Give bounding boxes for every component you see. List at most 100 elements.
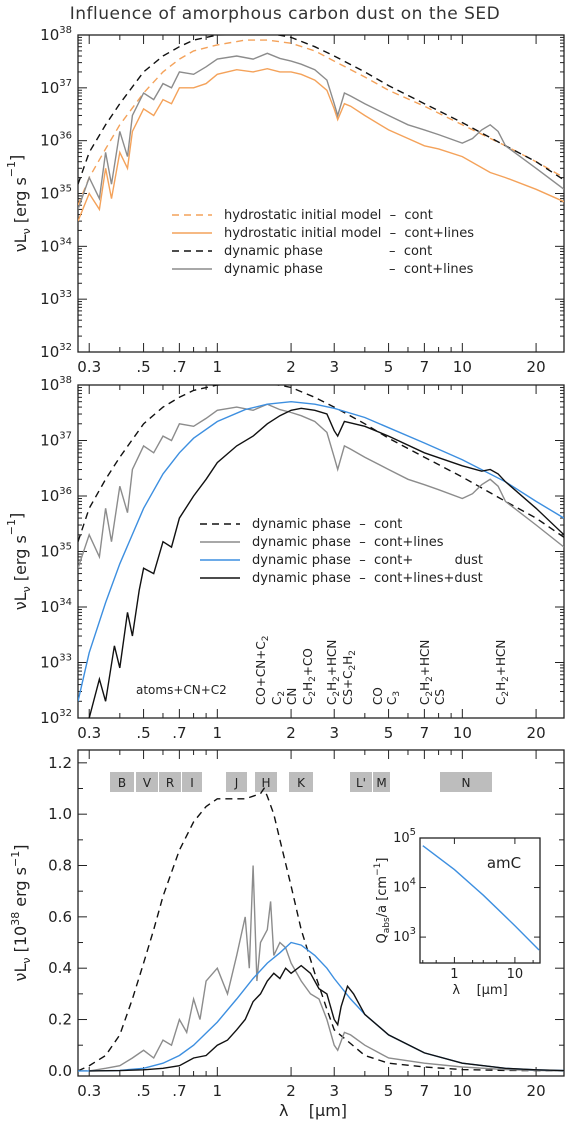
legend-label: dynamic phase – cont+ dust — [252, 553, 483, 568]
y-tick-label: 1034 — [40, 597, 72, 616]
annotation-species-char: + — [254, 650, 268, 660]
annotation-species-text: C2H2+HCN — [494, 640, 511, 705]
inset-y-tick-label-base: 10 — [393, 881, 410, 896]
series-line-0 — [78, 39, 564, 206]
band-box — [373, 772, 390, 792]
x-tick-label: .7 — [172, 358, 186, 376]
annotation-species-char: C — [418, 697, 432, 705]
x-tick-label: 3 — [329, 1082, 339, 1100]
y-tick-label: 1035 — [40, 184, 72, 203]
annotation-species-text: C2 — [270, 691, 287, 705]
annotation-species-char: + — [418, 666, 432, 676]
y-axis-label-part: erg s — [11, 867, 30, 912]
y-tick-label: 1037 — [40, 78, 72, 97]
annotation-species-char: 2 — [261, 636, 271, 642]
series-line-0 — [422, 845, 540, 951]
annotation-species-char: C — [254, 641, 268, 649]
y-tick-label-exp: 37 — [59, 431, 72, 442]
annotation-species-char: C — [385, 697, 399, 705]
y-axis-label-part: [erg s — [11, 177, 30, 228]
annotation-atoms: atoms+CN+C2 — [136, 683, 227, 697]
y-tick-label-exp: 32 — [59, 342, 72, 353]
annotation-species-char: C — [418, 649, 432, 657]
x-tick-label: .7 — [172, 724, 186, 742]
y-tick-label: 1038 — [40, 375, 72, 394]
annotation-species-char: 2 — [425, 676, 435, 682]
inset-x-tick-label: 10 — [507, 967, 524, 982]
y-tick-label-base: 10 — [40, 598, 59, 616]
y-tick-label-exp: 35 — [59, 542, 72, 553]
inset-label: amC — [487, 854, 521, 872]
y-tick-label-exp: 38 — [59, 375, 72, 386]
y-tick-label: 1032 — [40, 342, 72, 361]
y-tick-label-base: 10 — [40, 290, 59, 308]
band-label: I — [190, 776, 194, 790]
annotation-species-char: C — [254, 697, 268, 705]
x-tick-label: 1 — [213, 724, 223, 742]
band-box — [182, 772, 202, 792]
y-tick-label: 0.6 — [48, 908, 72, 926]
y-tick-label: 1.0 — [48, 805, 72, 823]
y-tick-label-base: 10 — [40, 237, 59, 255]
y-tick-label: 1036 — [40, 486, 72, 505]
y-tick-label-base: 10 — [40, 432, 59, 450]
legend-label: hydrostatic initial model – cont+lines — [224, 226, 474, 241]
x-tick-label: 1 — [213, 358, 223, 376]
band-label: H — [261, 776, 270, 790]
y-axis-label-part: ] — [7, 155, 26, 161]
y-tick-label-base: 10 — [40, 543, 59, 561]
y-tick-label-base: 10 — [40, 343, 59, 361]
inset-y-axis-label-part: −1 — [373, 863, 383, 876]
y-tick-label: 1037 — [40, 431, 72, 450]
x-tick-label: .5 — [136, 358, 150, 376]
y-tick-label-base: 10 — [40, 654, 59, 672]
y-tick-label-exp: 34 — [59, 597, 72, 608]
x-tick-label: 3 — [329, 358, 339, 376]
y-tick-label: 0.2 — [48, 1011, 72, 1029]
annotation-species-char: + — [341, 679, 355, 689]
annotation-species-char: C — [325, 649, 339, 657]
y-tick-label: 0.4 — [48, 959, 72, 977]
y-tick-label: 0.0 — [48, 1062, 72, 1080]
annotation-species-char: 2 — [501, 691, 511, 697]
inset-y-tick-label: 105 — [393, 827, 416, 846]
y-axis-label-part: [erg s — [11, 535, 30, 586]
inset-x-tick-label: 1 — [450, 967, 458, 982]
inset-y-axis-label: Qabs/a [cm−1] — [373, 858, 392, 944]
y-axis-label-part: −1 — [5, 161, 18, 177]
band-box — [350, 772, 372, 792]
y-tick-label: 1033 — [40, 653, 72, 672]
band-label: M — [376, 776, 386, 790]
y-tick-label: 1036 — [40, 131, 72, 150]
y-axis-label-text: νLν [1038 erg s−1] — [9, 845, 33, 982]
annotation-species-char: O — [371, 687, 385, 696]
inset-y-tick-label-base: 10 — [393, 831, 410, 846]
legend-label: dynamic phase – cont — [224, 244, 432, 259]
band-label: V — [143, 776, 152, 790]
x-tick-label: 10 — [453, 724, 472, 742]
annotation-species-char: O — [301, 648, 315, 657]
x-tick-label: 2 — [286, 358, 296, 376]
annotation-species: C2H2+HCN — [494, 640, 511, 705]
annotation-species: CN — [285, 688, 299, 705]
inset-y-tick-label: 104 — [393, 877, 416, 896]
annotation-species-char: 2 — [501, 676, 511, 682]
inset-y-tick-label: 103 — [393, 926, 416, 945]
band-box — [110, 772, 134, 792]
series-line-1 — [78, 67, 564, 222]
band-box — [136, 772, 158, 792]
y-tick-label-base: 10 — [40, 26, 59, 44]
y-tick-label: 0.8 — [48, 857, 72, 875]
band-box — [440, 772, 492, 792]
annotation-species-char: C — [301, 697, 315, 705]
annotation-species-char: N — [254, 660, 268, 669]
annotation-species-char: N — [494, 640, 508, 649]
y-tick-label-exp: 33 — [59, 653, 72, 664]
y-axis-label-part: ν — [20, 957, 33, 963]
x-tick-label: 2 — [286, 724, 296, 742]
annotation-species-text: CS — [433, 689, 447, 705]
y-tick-label-base: 10 — [40, 487, 59, 505]
annotation-species-char: C — [285, 697, 299, 705]
annotation-species-char: S — [341, 689, 355, 697]
